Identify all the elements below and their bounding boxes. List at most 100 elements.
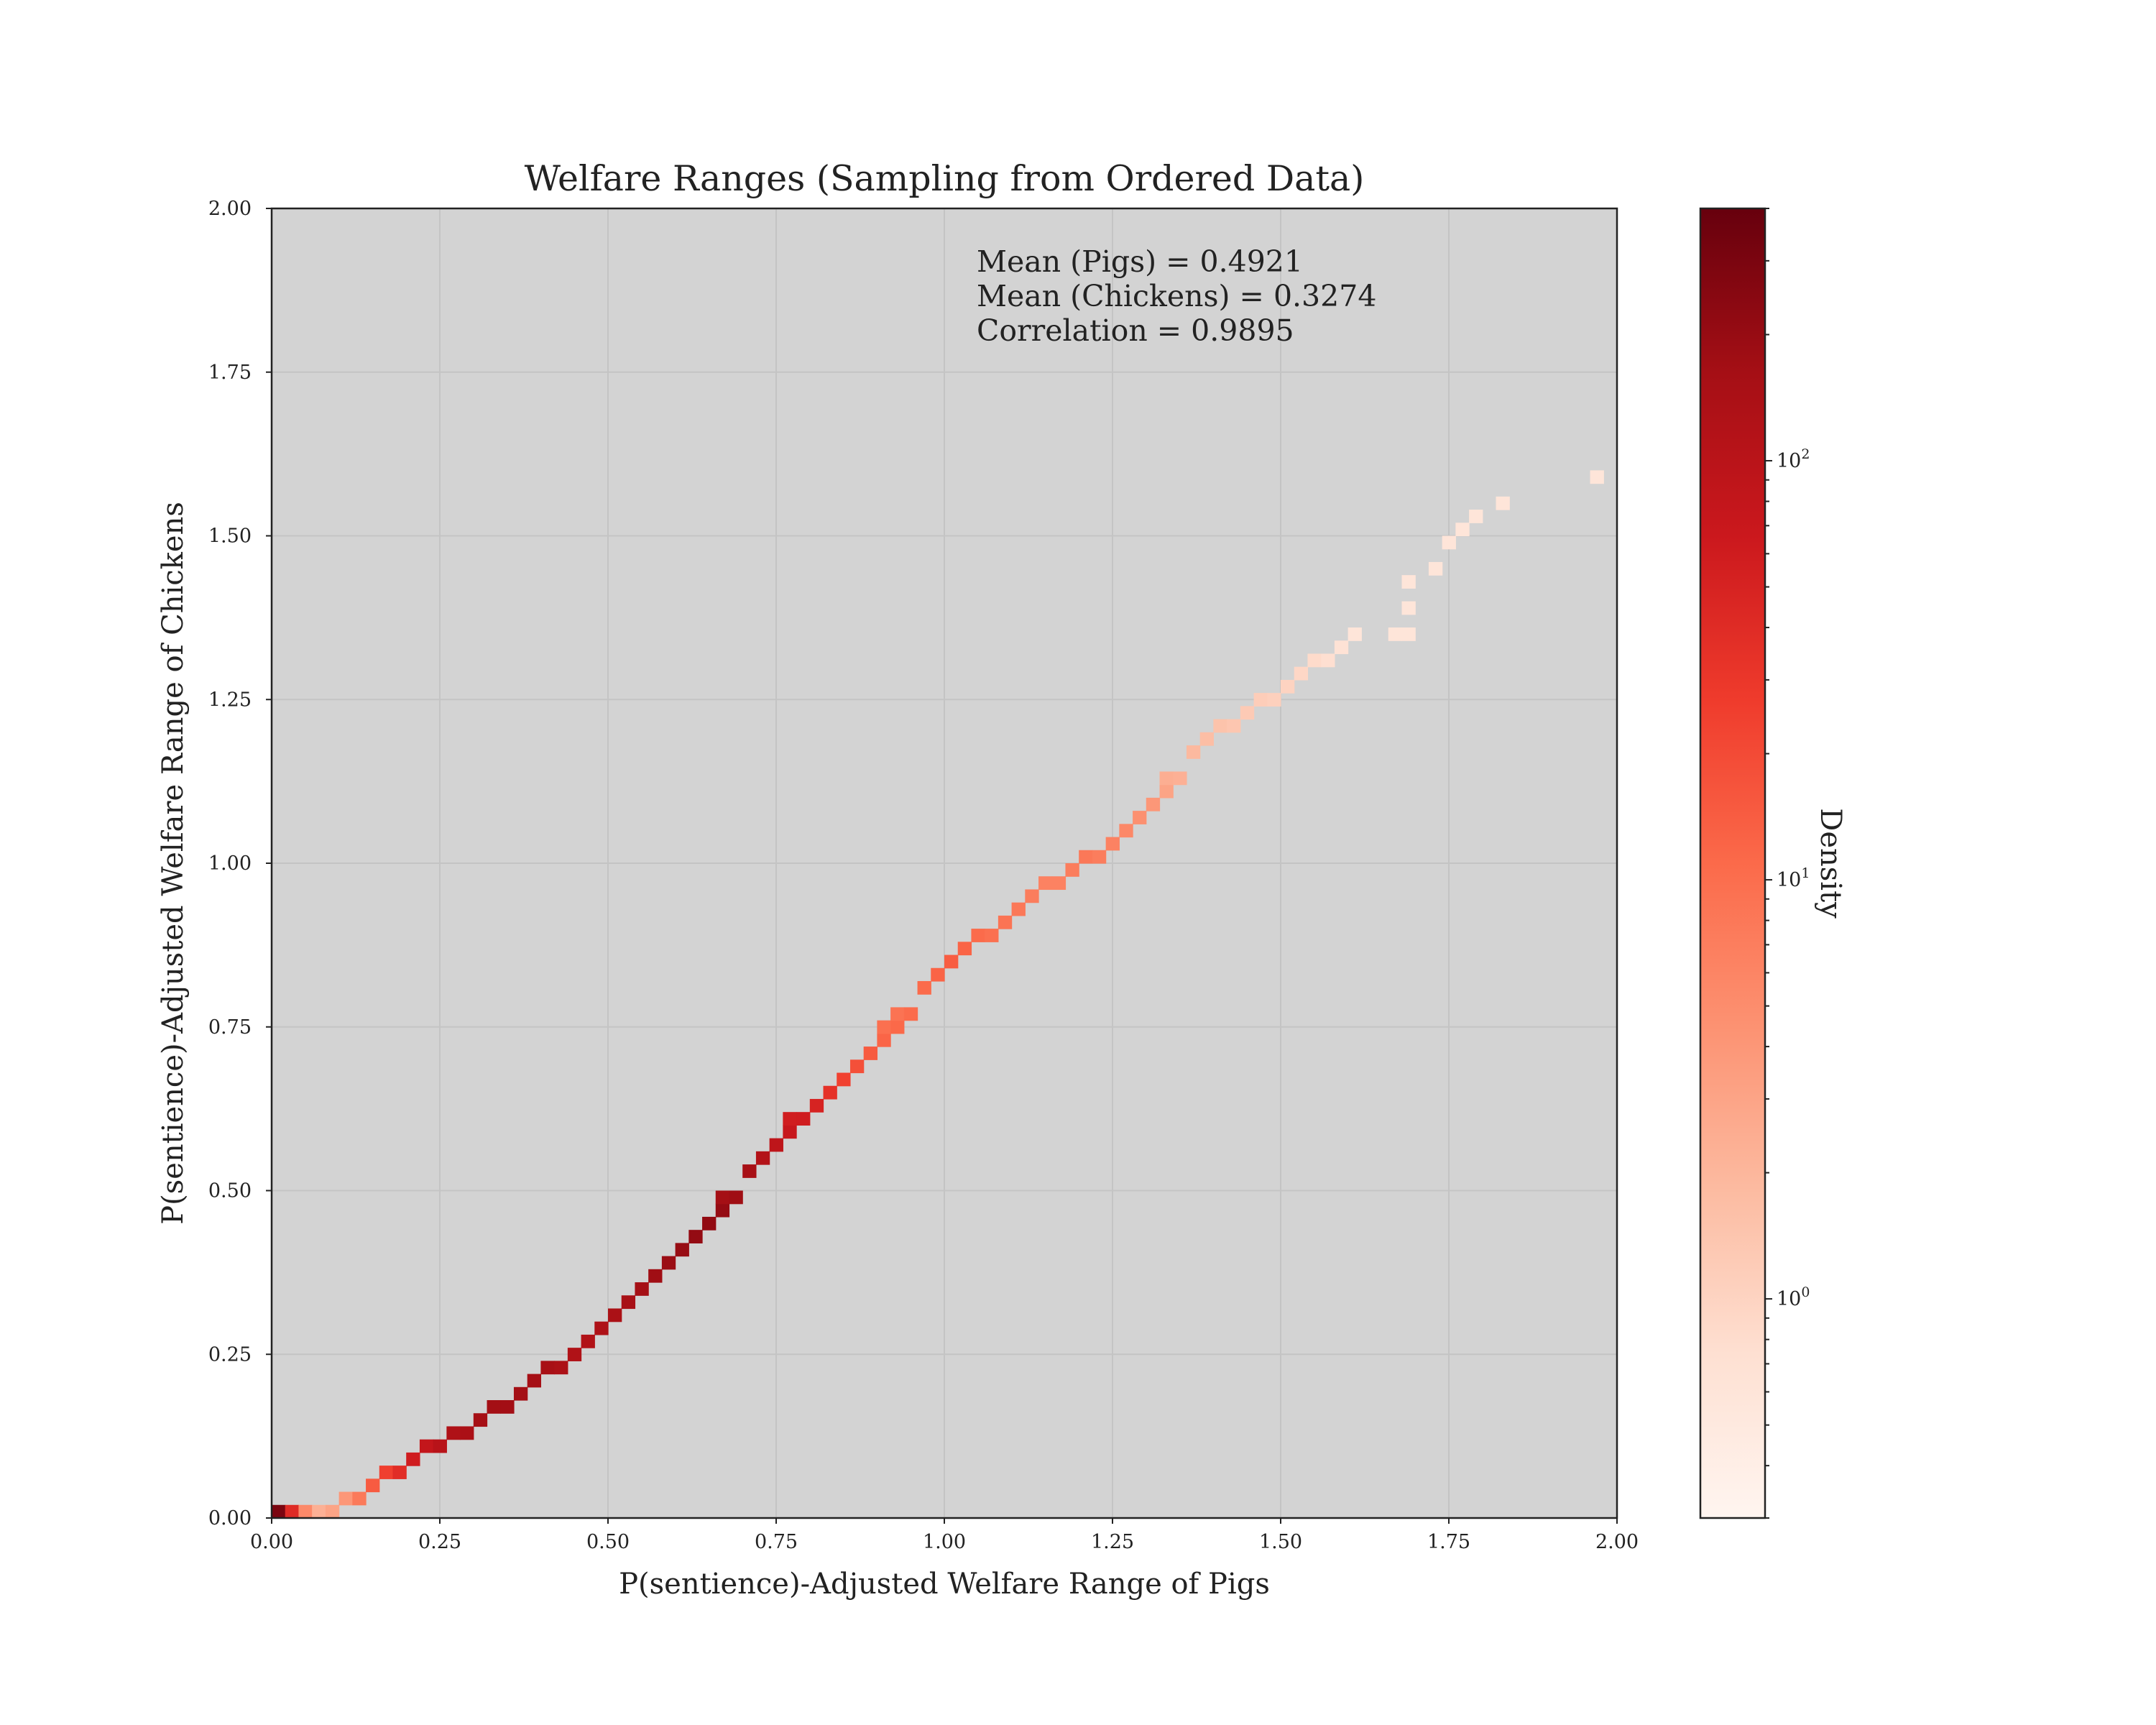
y-axis-label: P(sentience)-Adjusted Welfare Range of C… [157, 502, 190, 1225]
heatmap-cell [661, 1256, 676, 1270]
heatmap-cell [755, 1151, 770, 1165]
heatmap-cell [648, 1269, 663, 1283]
heatmap-cell [272, 1504, 286, 1519]
y-tick-label: 0.75 [208, 1016, 252, 1039]
grid-lines [272, 208, 1617, 1518]
x-tick-label: 2.00 [1595, 1531, 1639, 1553]
x-tick-label: 0.25 [418, 1531, 461, 1553]
heatmap-cell [837, 1072, 851, 1087]
heatmap-cell [1213, 719, 1227, 733]
heatmap-cell [1159, 784, 1174, 799]
heatmap-cell [621, 1295, 636, 1310]
heatmap-cell [985, 929, 999, 942]
x-tick-label: 0.75 [755, 1531, 798, 1553]
heatmap-cell [446, 1426, 461, 1440]
heatmap-cell [487, 1400, 501, 1414]
heatmap-cell [715, 1190, 730, 1205]
heatmap-cell [594, 1321, 609, 1335]
heatmap-cell [877, 1020, 891, 1034]
heatmap-cell [1267, 693, 1281, 707]
heatmap-cell [1011, 902, 1026, 916]
heatmap-cell [1590, 470, 1604, 484]
heatmap-cell [890, 1007, 905, 1021]
x-tick-label: 1.25 [1091, 1531, 1134, 1553]
heatmap-cell [1442, 535, 1456, 550]
heatmap-cell [729, 1190, 743, 1205]
heatmap-cell [1146, 797, 1161, 811]
y-tick-label: 2.00 [208, 198, 252, 220]
y-tick-label: 1.50 [208, 525, 252, 548]
heatmap-cell [1105, 837, 1120, 851]
heatmap-cell [366, 1478, 380, 1493]
heatmap-cell [1253, 693, 1268, 707]
x-tick-label: 0.00 [250, 1531, 293, 1553]
y-tick-label: 1.75 [208, 362, 252, 384]
colorbar-label: Density [1814, 808, 1847, 919]
colorbar-tick-label: 100 [1777, 1284, 1810, 1310]
annotation-correlation: Correlation = 0.9895 [977, 313, 1294, 348]
heatmap-cell [312, 1504, 326, 1519]
heatmap-cell [1051, 876, 1067, 891]
heatmap-cell [998, 915, 1013, 929]
y-tick-label: 1.00 [208, 852, 252, 875]
heatmap-cell [527, 1374, 541, 1388]
heatmap-cell [1401, 575, 1416, 589]
heatmap-cell [931, 967, 945, 982]
heatmap-cell [325, 1504, 340, 1519]
heatmap-cell [783, 1112, 797, 1126]
colorbar-tick-label: 102 [1777, 446, 1810, 472]
heatmap-cell [783, 1125, 797, 1139]
y-tick-label: 0.50 [208, 1180, 252, 1202]
heatmap-cell [1321, 653, 1335, 668]
x-axis-ticks: 0.00 0.25 0.50 0.75 1.00 1.25 1.50 1.75 2.00 [250, 1518, 1639, 1553]
heatmap-cell [1307, 653, 1322, 668]
heatmap-cell [460, 1426, 474, 1440]
heatmap-cell [1496, 496, 1510, 510]
y-tick-label: 0.25 [208, 1343, 252, 1366]
heatmap-cell [1186, 745, 1201, 759]
heatmap-cells [272, 470, 1604, 1519]
heatmap-cell [608, 1308, 622, 1322]
heatmap-cell [433, 1439, 447, 1453]
heatmap-cell [1119, 824, 1133, 838]
heatmap-cell [1025, 889, 1039, 903]
heatmap-cell [1334, 640, 1349, 655]
heatmap-cell [957, 942, 972, 956]
x-tick-label: 1.75 [1427, 1531, 1470, 1553]
heatmap-cell [877, 1033, 891, 1047]
annotation-mean-pigs: Mean (Pigs) = 0.4921 [977, 244, 1303, 279]
heatmap-cell [1199, 732, 1214, 746]
heatmap-cell [971, 929, 985, 942]
heatmap-cell [702, 1216, 717, 1230]
heatmap-cell [1348, 627, 1362, 641]
heatmap-cell [917, 980, 931, 995]
heatmap-cell [1401, 601, 1416, 615]
heatmap-cell [1038, 876, 1053, 891]
heatmap-cell [298, 1504, 313, 1519]
heatmap-cell [1240, 706, 1255, 720]
x-tick-label: 0.50 [586, 1531, 630, 1553]
heatmap-cell [1092, 850, 1107, 864]
heatmap-cell [338, 1491, 353, 1506]
heatmap-cell [675, 1243, 689, 1257]
heatmap-cell [849, 1059, 865, 1074]
heatmap-cell [473, 1413, 488, 1427]
heatmap-cell [1227, 719, 1241, 733]
y-tick-label: 1.25 [208, 689, 252, 711]
heatmap-cell [500, 1400, 515, 1414]
heatmap-cell [352, 1491, 367, 1506]
heatmap-cell [554, 1361, 568, 1375]
heatmap-cell [742, 1164, 757, 1178]
heatmap-cell [715, 1203, 730, 1218]
heatmap-cell [1079, 850, 1093, 864]
chart-title: Welfare Ranges (Sampling from Ordered Da… [525, 158, 1365, 199]
heatmap-cell [1159, 771, 1174, 786]
heatmap-cell [863, 1046, 877, 1060]
y-axis-ticks: 0.00 0.25 0.50 0.75 1.00 1.25 1.50 1.75 2.00 [208, 198, 272, 1530]
heatmap-cell [635, 1282, 649, 1296]
heatmap-cell [823, 1085, 837, 1100]
heatmap-cell [540, 1361, 555, 1375]
heatmap-cell [1294, 666, 1309, 681]
heatmap-cell [513, 1386, 528, 1401]
heatmap-cell [809, 1098, 824, 1113]
